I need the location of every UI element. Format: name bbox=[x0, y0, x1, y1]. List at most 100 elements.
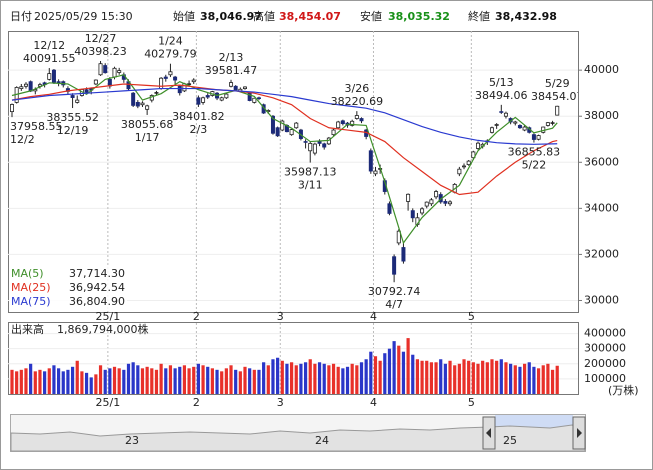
volume-bar bbox=[401, 351, 406, 394]
volume-bar bbox=[509, 363, 513, 394]
candle-body bbox=[19, 86, 24, 89]
annotation-date: 3/26 bbox=[344, 82, 369, 95]
candle-body bbox=[424, 201, 429, 207]
candle-body bbox=[466, 160, 471, 165]
candle-body bbox=[354, 115, 359, 119]
volume-bar bbox=[313, 363, 317, 394]
candle-body bbox=[457, 168, 462, 175]
volume-bar bbox=[257, 369, 261, 394]
volume-bar bbox=[471, 362, 475, 394]
volume-bar bbox=[523, 363, 527, 394]
candle-body bbox=[191, 79, 196, 83]
volume-bar bbox=[411, 354, 415, 394]
candle-body bbox=[429, 199, 434, 205]
volume-bar bbox=[224, 368, 228, 394]
volume-bar bbox=[252, 369, 256, 394]
candle-body bbox=[201, 97, 206, 103]
annotation-value: 39581.47 bbox=[205, 64, 258, 77]
candle-body bbox=[462, 165, 467, 168]
candle-body bbox=[513, 121, 518, 124]
navigator-label: 24 bbox=[315, 434, 329, 447]
annotation-value: 38454.07 bbox=[531, 90, 584, 103]
volume-bar bbox=[266, 365, 270, 394]
candle-body bbox=[163, 76, 168, 79]
annotation-date: 2/3 bbox=[190, 123, 208, 136]
y-tick-label: 400000 bbox=[584, 327, 626, 340]
candle-body bbox=[448, 201, 453, 205]
legend-box bbox=[9, 265, 127, 311]
candle-body bbox=[531, 134, 536, 140]
volume-bar bbox=[29, 363, 33, 394]
header-value: 38,035.32 bbox=[388, 10, 450, 23]
volume-bar bbox=[532, 366, 536, 394]
candle-body bbox=[233, 85, 238, 91]
navigator-label: 23 bbox=[125, 434, 139, 447]
candle-body bbox=[503, 112, 508, 117]
volume-bar bbox=[387, 348, 392, 394]
volume-bar bbox=[94, 374, 98, 394]
volume-bar bbox=[397, 345, 401, 394]
header-value: 38,454.07 bbox=[279, 10, 341, 23]
volume-bar bbox=[57, 368, 61, 394]
volume-bar bbox=[262, 362, 266, 394]
volume-bar bbox=[327, 365, 331, 394]
annotation-value: 38494.06 bbox=[475, 89, 528, 102]
annotation-date: 5/13 bbox=[489, 76, 514, 89]
candle-body bbox=[294, 122, 299, 129]
header-label: 終値 bbox=[468, 9, 490, 23]
volume-bar bbox=[462, 359, 466, 394]
volume-bar bbox=[206, 366, 210, 394]
candle-body bbox=[70, 95, 75, 98]
annotation-value: 35987.13 bbox=[284, 166, 337, 179]
volume-bar bbox=[89, 377, 93, 394]
annotation-date: 12/2 bbox=[10, 133, 35, 146]
candle-body bbox=[51, 69, 56, 83]
handle-arrow bbox=[577, 428, 582, 438]
candle-body bbox=[289, 129, 294, 136]
candle-body bbox=[331, 129, 336, 136]
volume-bar bbox=[10, 369, 14, 394]
header-label: 日付 bbox=[10, 10, 32, 23]
volume-bar bbox=[355, 365, 359, 394]
candle-body bbox=[159, 77, 164, 89]
volume-bar bbox=[70, 366, 75, 394]
candle-body bbox=[517, 125, 522, 129]
candle-body bbox=[303, 141, 308, 143]
annotation-value: 38401.82 bbox=[172, 110, 225, 123]
volume-bar bbox=[439, 359, 443, 394]
candle-body bbox=[9, 104, 14, 113]
volume-bar bbox=[187, 368, 191, 394]
volume-bar bbox=[513, 365, 517, 394]
annotation-date: 1/24 bbox=[158, 35, 183, 48]
volume-bar bbox=[527, 362, 531, 394]
volume-bar bbox=[443, 363, 447, 394]
volume-bar bbox=[490, 359, 494, 394]
volume-bar bbox=[192, 366, 196, 394]
ma-line bbox=[11, 83, 558, 196]
volume-total: 1,869,794,000株 bbox=[57, 322, 148, 336]
y-tick-label: 300000 bbox=[584, 342, 626, 355]
annotation-value: 30792.74 bbox=[368, 285, 421, 298]
annotation-date: 5/29 bbox=[545, 77, 570, 90]
volume-bar bbox=[364, 359, 368, 394]
volume-bar bbox=[299, 363, 303, 394]
volume-bar bbox=[24, 368, 28, 394]
volume-bar bbox=[536, 368, 541, 394]
y-tick-label: 34000 bbox=[584, 201, 619, 214]
candle-body bbox=[112, 67, 117, 78]
legend-value: 36,804.90 bbox=[69, 295, 125, 308]
y-tick-label: 100000 bbox=[584, 372, 626, 385]
candle-body bbox=[219, 97, 224, 101]
candle-body bbox=[536, 135, 541, 140]
annotation-value: 38355.52 bbox=[46, 111, 99, 124]
volume-bar bbox=[15, 371, 19, 394]
annotation-value: 40279.79 bbox=[144, 48, 197, 61]
volume-panel bbox=[8, 322, 579, 395]
volume-bar bbox=[350, 363, 354, 394]
volume-bar bbox=[145, 366, 149, 394]
x-tick-label: 25/1 bbox=[96, 310, 121, 323]
volume-bar bbox=[504, 362, 508, 394]
candle-body bbox=[494, 124, 499, 126]
volume-bar bbox=[75, 360, 79, 394]
ma-line bbox=[11, 74, 558, 245]
